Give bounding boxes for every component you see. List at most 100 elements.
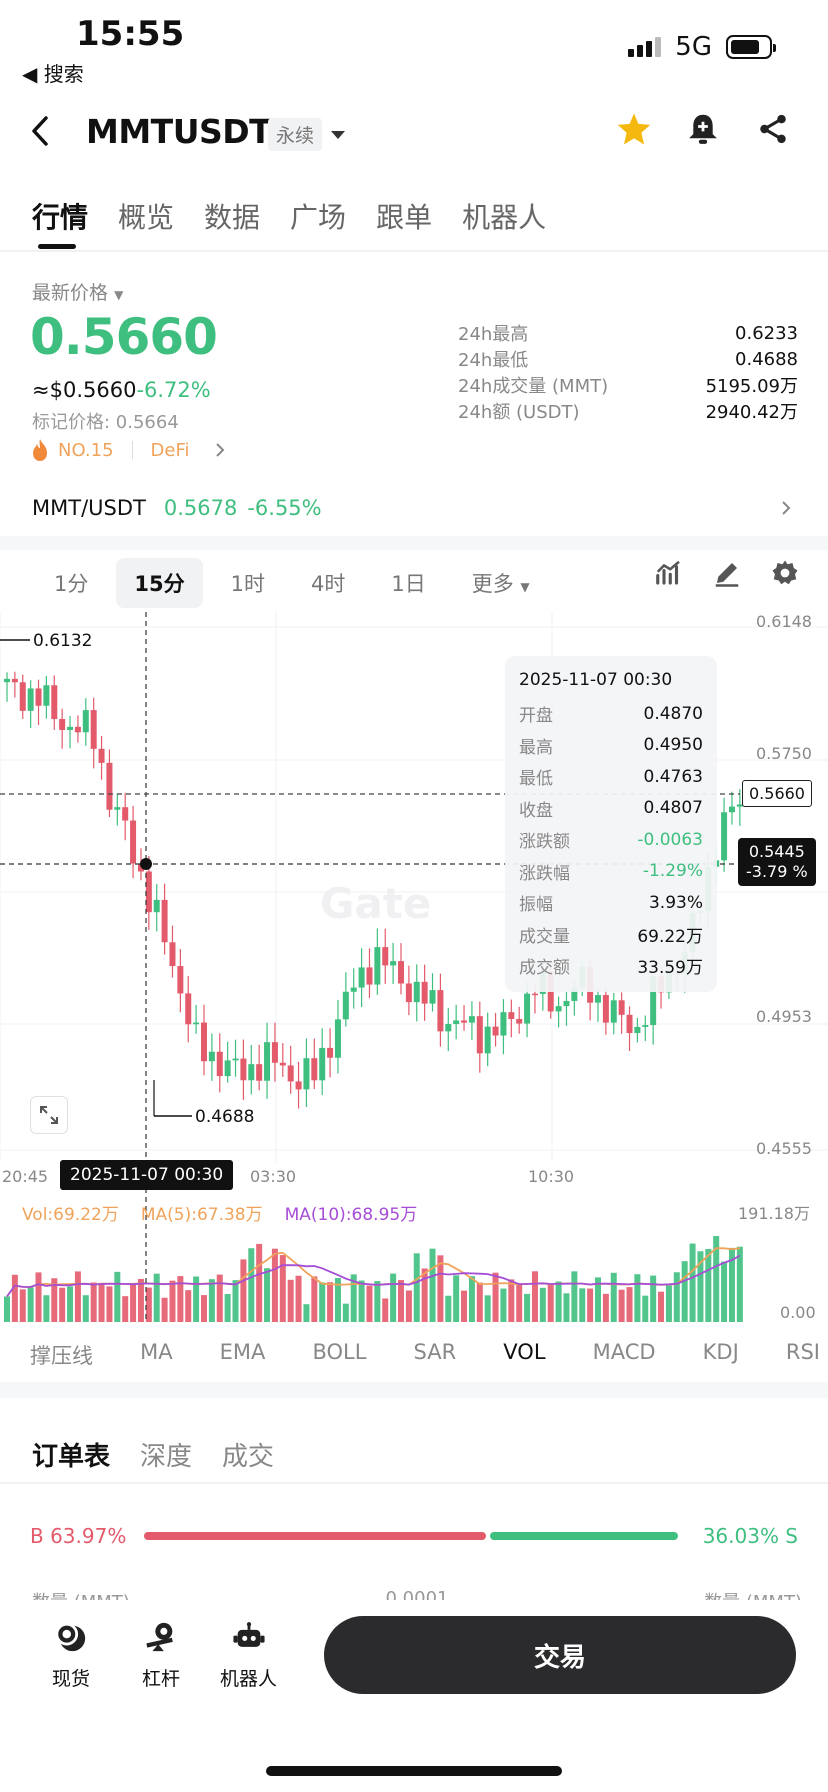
candle [208,1051,215,1062]
indicator-ma[interactable]: MA [140,1340,173,1364]
candle [484,1026,491,1054]
volume-bar [468,1276,475,1322]
candle [271,1042,278,1063]
volume-bar [358,1280,365,1322]
spot-pair-row[interactable]: MMT/USDT 0.5678 -6.55% [32,496,796,520]
price-alert-bell-icon[interactable] [686,112,720,152]
timeframe-1d[interactable]: 1日 [391,572,426,596]
indicator-boll[interactable]: BOLL [312,1340,367,1364]
candlestick-chart[interactable]: Gate 0.6132 0.4688 0.6148 0.5750 0.4953 … [0,612,828,1322]
timeframe-1h[interactable]: 1时 [230,572,265,596]
tab-data[interactable]: 数据 [204,201,261,234]
indicator-sar[interactable]: SAR [413,1340,457,1364]
candle [413,981,420,1003]
nav-spot[interactable]: 现货 [52,1620,90,1691]
volume-bar [350,1274,357,1322]
trade-button[interactable]: 交易 [324,1616,796,1694]
tooltip-time: 2025-11-07 00:30 [519,670,673,690]
sell-ratio: 36.03% S [702,1524,798,1548]
buy-sell-ratio: B 63.97% 36.03% S [30,1524,798,1548]
timeframe-more[interactable]: 更多 ▼ [471,572,530,596]
volume-bar [295,1275,302,1322]
volume-bar [279,1255,286,1322]
rank-row[interactable]: NO.15 DeFi [30,438,230,462]
candle [27,688,34,711]
nav-leverage[interactable]: 杠杆 [142,1620,180,1691]
draw-pencil-icon[interactable] [712,558,742,588]
indicator-support-resistance[interactable]: 撑压线 [30,1344,93,1368]
candle [398,961,404,984]
volume-bar [122,1296,129,1322]
tab-overview[interactable]: 概览 [118,201,175,234]
vol-min-tick: 0.00 [780,1303,816,1322]
candle [145,871,152,913]
tab-trades[interactable]: 成交 [222,1442,275,1472]
candle [445,1024,452,1032]
candle [468,1016,475,1023]
settings-gear-icon[interactable] [770,558,800,588]
candle [193,1022,200,1025]
candle [137,863,144,872]
buy-ratio: B 63.97% [30,1524,127,1548]
indicator-ema[interactable]: EMA [219,1340,266,1364]
tab-depth[interactable]: 深度 [140,1442,193,1472]
tab-orderbook[interactable]: 订单表 [32,1442,111,1472]
volume-bar [201,1295,207,1322]
candle [279,1062,286,1066]
volume-bar [713,1236,720,1322]
pair-title[interactable]: MMTUSDT [86,112,272,151]
contract-type-badge: 永续 [268,118,323,151]
favorite-star-icon[interactable] [616,112,652,150]
back-icon[interactable] [28,114,52,152]
candle [500,1012,507,1036]
fire-icon [33,439,47,461]
stat-row: 24h成交量 (MMT) 5195.09万 [458,376,798,397]
volume-bar [374,1281,381,1322]
candle [43,685,50,706]
tab-market[interactable]: 行情 [32,201,89,234]
candle [650,976,657,1026]
candle [405,983,412,1003]
indicator-icon[interactable] [654,558,684,588]
volume-bar [398,1280,404,1322]
candle [634,1026,641,1033]
candle [555,1006,562,1012]
back-to-app-link[interactable]: ◀ 搜索 [22,62,84,86]
share-icon[interactable] [756,112,790,150]
volume-bar [516,1285,523,1322]
timeframe-1m[interactable]: 1分 [54,572,89,596]
volume-bar [35,1272,42,1322]
candle [153,899,160,913]
timeframe-15m[interactable]: 15分 [116,558,203,608]
volume-bar [256,1243,263,1322]
tooltip-row: 开盘 0.4870 [519,703,703,727]
candle [602,995,609,1023]
volume-bar [476,1282,483,1322]
tab-bots[interactable]: 机器人 [462,201,547,234]
volume-bar [240,1259,247,1322]
volume-bar [500,1288,507,1322]
timeframe-4h[interactable]: 4时 [310,572,346,596]
candle [728,806,735,813]
volume-bar [437,1255,444,1322]
ma10-line [6,1254,741,1298]
spot-price: 0.5678 [163,496,238,520]
chart-canvas[interactable]: Gate 0.6132 0.4688 0.6148 0.5750 0.4953 … [0,612,828,1322]
indicator-vol[interactable]: VOL [503,1340,546,1364]
volume-bar [27,1287,34,1322]
indicator-macd[interactable]: MACD [592,1340,656,1364]
nav-bot[interactable]: 机器人 [220,1620,277,1691]
fullscreen-expand-icon[interactable] [30,1096,68,1134]
volume-bar [508,1279,515,1322]
stat-row: 24h最高 0.6233 [458,322,798,346]
latest-price-selector[interactable]: 最新价格 ▼ [32,282,124,304]
tab-copy-trading[interactable]: 跟单 [376,201,433,234]
candle [358,967,365,988]
tab-square[interactable]: 广场 [290,201,347,234]
candle [287,1065,294,1082]
indicator-rsi[interactable]: RSI [785,1340,820,1364]
usd-price: ≈$0.5660 [32,378,137,402]
indicator-kdj[interactable]: KDJ [702,1340,739,1364]
pair-dropdown-icon[interactable] [330,126,346,145]
volume-bar [224,1293,231,1322]
